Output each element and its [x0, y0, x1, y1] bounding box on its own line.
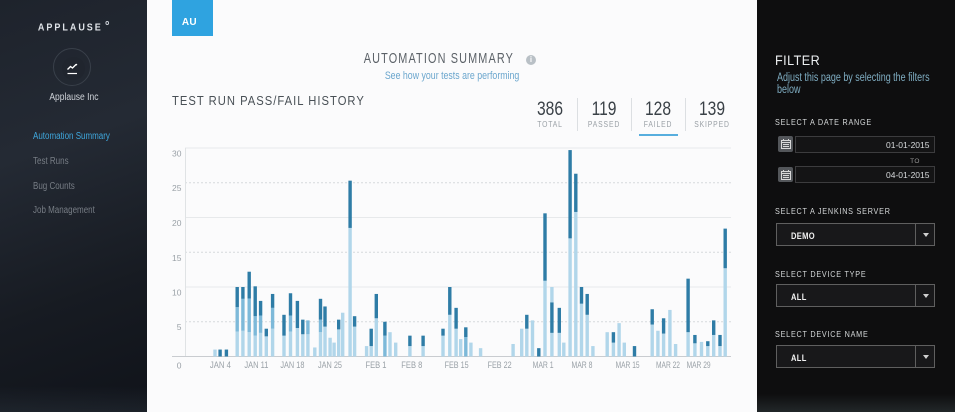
svg-text:FEB 8: FEB 8: [401, 360, 422, 370]
svg-text:MAR 29: MAR 29: [687, 360, 711, 370]
svg-text:25: 25: [172, 183, 182, 193]
svg-text:MAR 22: MAR 22: [656, 360, 680, 370]
svg-text:JAN 25: JAN 25: [318, 360, 342, 370]
svg-text:FEB 22: FEB 22: [488, 360, 512, 370]
svg-text:FEB 15: FEB 15: [445, 360, 469, 370]
svg-text:15: 15: [172, 253, 182, 263]
svg-text:MAR 8: MAR 8: [572, 360, 593, 370]
svg-text:10: 10: [172, 288, 182, 298]
svg-text:5: 5: [177, 322, 182, 332]
svg-text:JAN 11: JAN 11: [244, 360, 268, 370]
svg-text:FEB 1: FEB 1: [366, 360, 387, 370]
svg-text:0: 0: [177, 361, 182, 371]
svg-text:JAN 4: JAN 4: [210, 360, 231, 370]
svg-text:30: 30: [172, 149, 182, 159]
svg-text:MAR 1: MAR 1: [533, 360, 554, 370]
svg-text:MAR 15: MAR 15: [616, 360, 640, 370]
svg-text:JAN 18: JAN 18: [280, 360, 304, 370]
svg-text:20: 20: [172, 218, 182, 228]
